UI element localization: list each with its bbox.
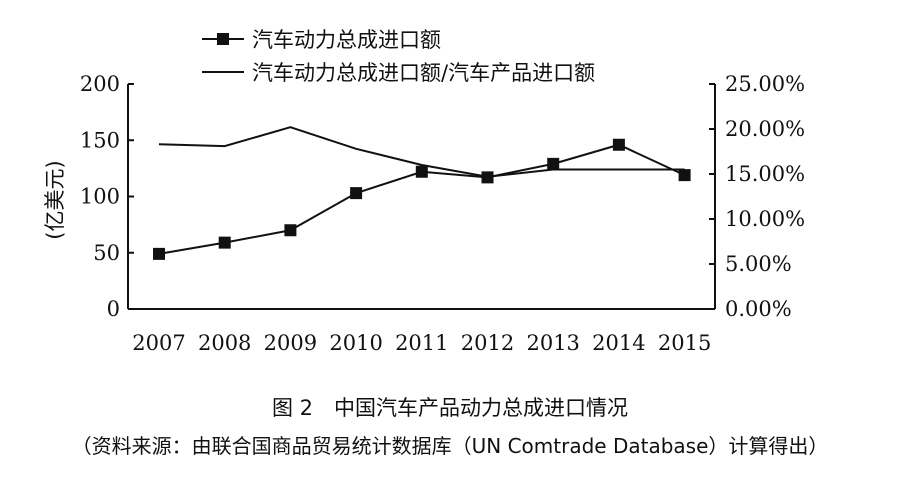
right-tick-label: 25.00% <box>725 72 805 96</box>
import-data-point <box>284 224 297 237</box>
right-tick-label: 5.00% <box>725 252 792 276</box>
x-tick-label: 2008 <box>198 331 251 355</box>
import-data-point <box>481 171 494 184</box>
x-tick-label: 2012 <box>461 331 514 355</box>
right-tick-label: 10.00% <box>725 207 805 231</box>
legend: 汽车动力总成进口额 汽车动力总成进口额/汽车产品进口额 <box>202 28 595 85</box>
x-tick-label: 2007 <box>132 331 185 355</box>
import-data-point <box>415 165 428 178</box>
x-tick-label: 2014 <box>592 331 645 355</box>
x-tick-label: 2013 <box>526 331 579 355</box>
y-axis-label: (亿美元) <box>43 160 67 239</box>
left-tick-label: 0 <box>107 297 120 321</box>
import-data-point <box>612 138 625 151</box>
right-tick-label: 15.00% <box>725 162 805 186</box>
x-tick-label: 2011 <box>395 331 448 355</box>
legend-marker-square <box>217 33 229 45</box>
x-tick-label: 2015 <box>658 331 711 355</box>
left-axis-ticks: 0 50 100 150 200 <box>80 72 134 321</box>
x-tick-label: 2009 <box>264 331 317 355</box>
import-data-point <box>218 236 231 249</box>
right-tick-label: 0.00% <box>725 297 792 321</box>
import-data-point <box>153 247 165 260</box>
left-tick-label: 200 <box>80 72 120 96</box>
left-tick-label: 50 <box>93 241 120 265</box>
left-tick-label: 150 <box>80 128 120 152</box>
series-import-line <box>153 138 691 260</box>
import-data-point <box>350 187 363 200</box>
import-series-polyline <box>158 143 686 255</box>
chart-canvas: 0 50 100 150 200 0.00% 5.00% 10.00% 15.00% 20.00… <box>43 28 805 355</box>
x-axis-ticks: 2007 2008 2009 2010 2011 2012 2013 2014 2015 <box>132 331 711 355</box>
import-data-point <box>547 157 560 170</box>
series-ratio-line <box>158 126 685 178</box>
chart-axes <box>127 84 716 310</box>
right-axis-ticks: 0.00% 5.00% 10.00% 15.00% 20.00% 25.00% <box>709 72 805 321</box>
x-tick-label: 2010 <box>329 331 382 355</box>
figure-caption: 图 2 中国汽车产品动力总成进口情况 <box>271 396 629 420</box>
legend-label-import: 汽车动力总成进口额 <box>252 28 441 52</box>
figure-source-note: （资料来源：由联合国商品贸易统计数据库（UN Comtrade Database… <box>71 434 829 458</box>
left-tick-label: 100 <box>80 185 120 209</box>
import-data-point <box>678 169 691 182</box>
legend-label-ratio: 汽车动力总成进口额/汽车产品进口额 <box>252 61 595 85</box>
right-tick-label: 20.00% <box>725 117 805 141</box>
ratio-series-polyline <box>158 126 685 178</box>
